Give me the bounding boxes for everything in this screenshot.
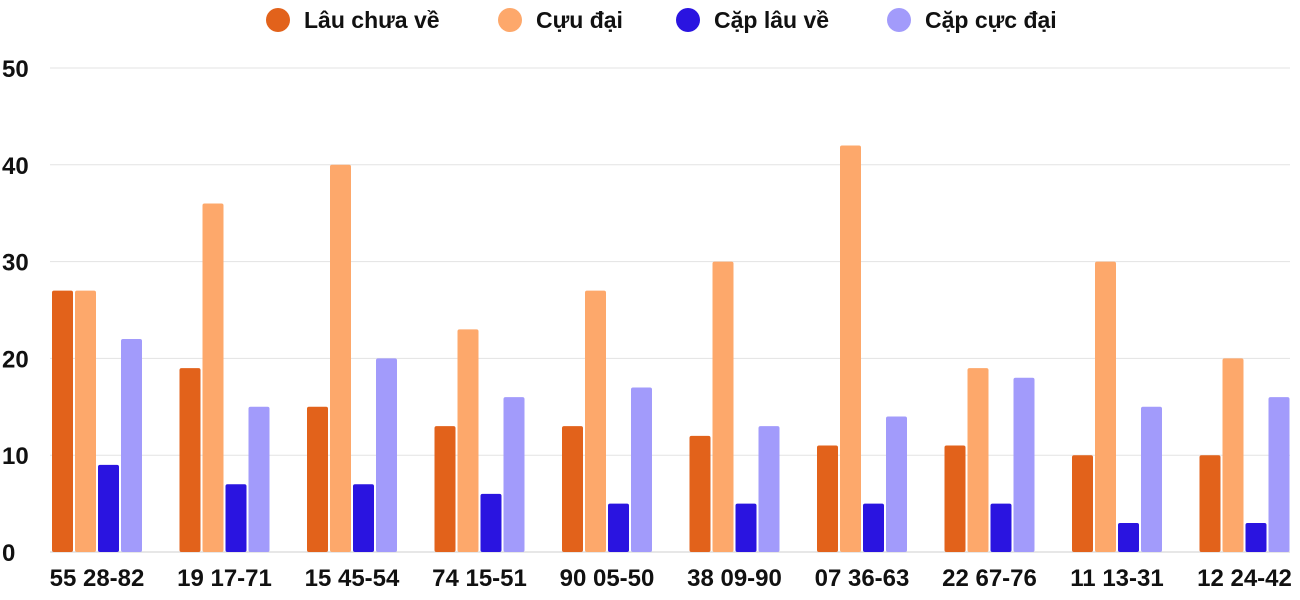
bar [608,503,629,552]
bar [52,290,73,552]
x-tick-label: 12 24-42 [1197,565,1292,592]
bar [1199,455,1221,552]
x-tick-label: 15 45-54 [305,565,400,592]
y-tick-label: 10 [2,443,29,470]
y-tick-label: 0 [2,540,15,567]
bar [1222,358,1244,552]
bar [1095,261,1116,552]
y-tick-label: 40 [2,153,29,180]
bar [353,484,374,552]
x-tick-label: 90 05-50 [560,565,655,592]
x-tick-label: 11 13-31 [1070,565,1163,592]
bar [840,145,861,552]
y-tick-label: 30 [2,250,29,277]
x-tick-label: 07 36-63 [815,565,910,592]
bar [1118,522,1139,552]
legend-marker [887,8,911,32]
legend-marker [676,8,700,32]
bar [202,203,224,552]
bar [689,435,711,552]
x-tick-label: 38 09-90 [687,565,782,592]
bar [1141,406,1162,552]
bar [480,493,502,552]
bar [330,164,351,553]
bar [225,484,247,552]
legend-label: Lâu chưa về [304,7,440,33]
bar [1072,455,1093,552]
bar [863,503,884,552]
bar [179,368,201,552]
bar [735,503,757,552]
bar [434,426,456,552]
bar [886,416,907,552]
y-axis-ticks: 0 10 20 30 40 50 [2,56,29,567]
bar [990,503,1012,552]
bar [631,387,652,552]
bar [503,397,525,552]
bar [585,290,606,552]
x-axis-ticks: 55 28-82 19 17-71 15 45-54 74 15-51 90 05-50… [50,565,1292,592]
y-tick-label: 20 [2,346,29,373]
bar [712,261,734,552]
legend-marker [266,8,290,32]
bar [1245,522,1267,552]
x-tick-label: 22 67-76 [942,565,1037,592]
legend-label: Cựu đại [536,7,623,33]
legend: Lâu chưa về Cựu đại Cặp lâu về Cặp cực đại [266,7,1057,33]
x-tick-label: 74 15-51 [432,565,527,592]
bar [817,445,838,552]
bar [121,339,142,552]
bar [307,406,328,552]
x-tick-label: 55 28-82 [50,565,145,592]
bar [1013,377,1035,552]
legend-label: Cặp cực đại [925,7,1057,33]
bar [457,329,479,552]
bar [1268,397,1290,552]
y-tick-label: 50 [2,56,29,83]
bar [944,445,966,552]
bar [75,290,96,552]
bar [967,368,989,552]
bar [758,426,780,552]
bars [52,145,1290,553]
legend-marker [498,8,522,32]
bar [562,426,583,552]
legend-label: Cặp lâu về [714,7,829,33]
bar [98,464,119,552]
bar [248,406,270,552]
x-tick-label: 19 17-71 [177,565,272,592]
bar [376,358,397,552]
